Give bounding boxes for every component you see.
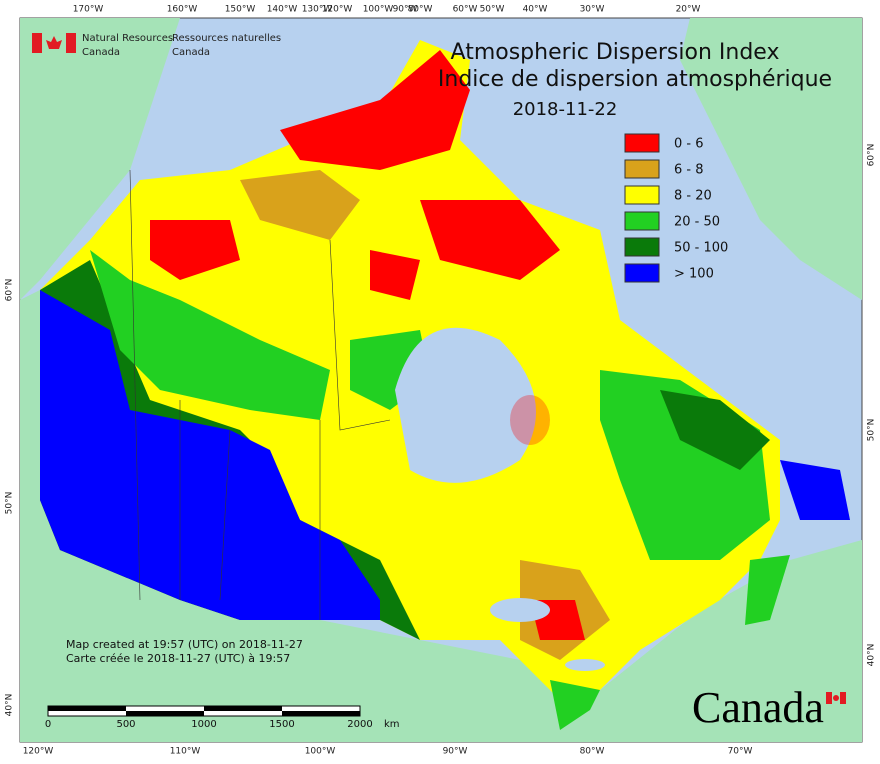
lat-label: 60°N — [867, 144, 877, 167]
agency-name: Natural Resources — [82, 33, 173, 44]
title-date: 2018-11-22 — [513, 99, 618, 120]
legend-label: > 100 — [674, 267, 714, 282]
lat-label: 50°N — [5, 492, 15, 515]
legend-swatch — [624, 133, 660, 153]
legend-swatch — [624, 263, 660, 283]
legend-swatch — [624, 237, 660, 257]
legend-label: 0 - 6 — [674, 137, 704, 152]
agency-name: Ressources naturelles — [172, 33, 281, 44]
lon-label: 120°W — [322, 5, 353, 15]
lon-label: 40°W — [523, 5, 548, 15]
nrcan-flag — [32, 33, 76, 53]
legend-label: 50 - 100 — [674, 241, 728, 256]
lon-label: 80°W — [580, 747, 605, 757]
credit-line: Map created at 19:57 (UTC) on 2018-11-27 — [66, 638, 303, 651]
legend-swatch — [624, 211, 660, 231]
lon-label: 170°W — [73, 5, 104, 15]
lon-label: 80°W — [408, 5, 433, 15]
scale-label: 500 — [116, 719, 135, 730]
scale-label: km — [384, 719, 400, 730]
lon-label: 140°W — [267, 5, 298, 15]
lon-label: 150°W — [225, 5, 256, 15]
agency-name: Canada — [82, 47, 120, 58]
lon-label: 90°W — [443, 747, 468, 757]
credit-line: Carte créée le 2018-11-27 (UTC) à 19:57 — [66, 652, 290, 665]
scale-label: 0 — [45, 719, 51, 730]
scale-label: 1000 — [191, 719, 216, 730]
legend-label: 6 - 8 — [674, 163, 704, 178]
legend-swatch — [624, 185, 660, 205]
lon-label: 20°W — [676, 5, 701, 15]
land — [20, 18, 862, 742]
lon-label: 50°W — [480, 5, 505, 15]
lat-label: 40°N — [867, 644, 877, 667]
title-fr: Indice de dispersion atmosphérique — [438, 67, 832, 92]
boundaries — [129, 169, 391, 620]
agency-name: Canada — [172, 47, 210, 58]
scale-label: 1500 — [269, 719, 294, 730]
lon-label: 100°W — [363, 5, 394, 15]
scale-bar — [47, 705, 361, 717]
lon-label: 120°W — [23, 747, 54, 757]
lat-label: 60°N — [5, 279, 15, 302]
lon-label: 160°W — [167, 5, 198, 15]
lon-label: 90°W — [393, 5, 418, 15]
lon-label: 60°W — [453, 5, 478, 15]
wordmark-flag — [826, 692, 846, 704]
legend-label: 20 - 50 — [674, 215, 720, 230]
lat-label: 40°N — [5, 694, 15, 717]
legend-label: 8 - 20 — [674, 189, 712, 204]
lon-label: 100°W — [305, 747, 336, 757]
lon-label: 110°W — [170, 747, 201, 757]
scale-label: 2000 — [347, 719, 372, 730]
lon-label: 130°W — [302, 5, 333, 15]
canada-index — [40, 40, 850, 730]
title-en: Atmospheric Dispersion Index — [451, 40, 780, 65]
lon-label: 30°W — [580, 5, 605, 15]
wordmark: Canada — [692, 683, 824, 732]
lat-label: 50°N — [867, 419, 877, 442]
legend-swatch — [624, 159, 660, 179]
lon-label: 70°W — [728, 747, 753, 757]
